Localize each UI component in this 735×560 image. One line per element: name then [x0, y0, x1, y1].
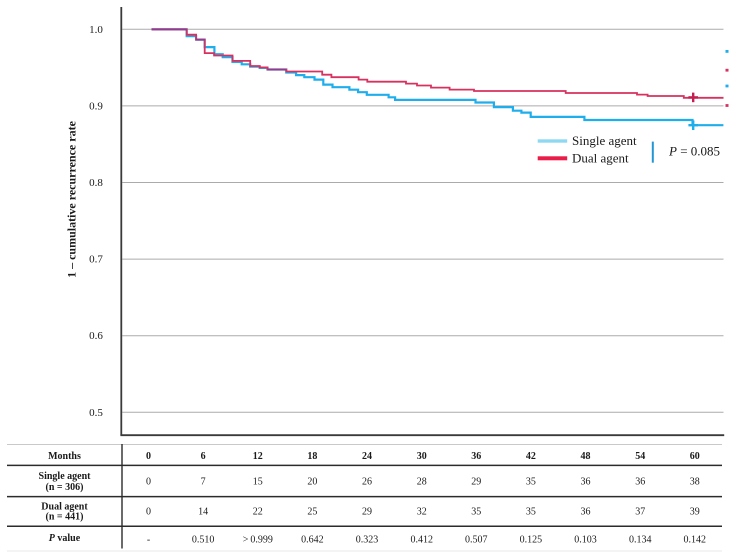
- svg-text:38: 38: [690, 477, 700, 488]
- svg-text:0.323: 0.323: [356, 535, 379, 546]
- svg-text:48: 48: [581, 451, 591, 462]
- svg-text:Single agent: Single agent: [572, 133, 637, 148]
- svg-text:18: 18: [307, 451, 317, 462]
- svg-text:> 0.999: > 0.999: [243, 535, 273, 546]
- svg-text:29: 29: [362, 507, 372, 518]
- svg-text:0.642: 0.642: [301, 535, 324, 546]
- svg-text:0.9: 0.9: [89, 100, 103, 112]
- svg-text:36: 36: [581, 507, 591, 518]
- svg-text:30: 30: [417, 451, 427, 462]
- svg-text:Dual agent: Dual agent: [41, 502, 88, 513]
- svg-text:0.7: 0.7: [89, 254, 103, 266]
- svg-text:28: 28: [417, 477, 427, 488]
- svg-text:0.510: 0.510: [192, 535, 215, 546]
- svg-text:54: 54: [635, 451, 645, 462]
- svg-text:0.412: 0.412: [410, 535, 433, 546]
- svg-text:0: 0: [146, 451, 151, 462]
- svg-text:36: 36: [581, 477, 591, 488]
- svg-text:32: 32: [417, 507, 427, 518]
- svg-text:22: 22: [253, 507, 263, 518]
- svg-text:7: 7: [201, 477, 206, 488]
- svg-text:25: 25: [307, 507, 317, 518]
- svg-text:20: 20: [307, 477, 317, 488]
- svg-text:Single agent: Single agent: [39, 471, 92, 482]
- svg-text:P = 0.085: P = 0.085: [668, 144, 720, 159]
- svg-text:0.5: 0.5: [89, 407, 103, 419]
- svg-text:60: 60: [690, 451, 700, 462]
- svg-text:36: 36: [635, 477, 645, 488]
- svg-text:6: 6: [201, 451, 206, 462]
- svg-text:35: 35: [526, 507, 536, 518]
- svg-text:42: 42: [526, 451, 536, 462]
- svg-text:36: 36: [471, 451, 481, 462]
- svg-text:0.134: 0.134: [629, 535, 652, 546]
- svg-text:15: 15: [253, 477, 263, 488]
- svg-text:0.6: 0.6: [89, 330, 103, 342]
- svg-text:29: 29: [471, 477, 481, 488]
- svg-text:(n = 306): (n = 306): [46, 482, 84, 493]
- svg-text:24: 24: [362, 451, 372, 462]
- svg-text:35: 35: [471, 507, 481, 518]
- svg-text:14: 14: [198, 507, 208, 518]
- svg-text:(n = 441): (n = 441): [46, 512, 84, 523]
- svg-text:37: 37: [635, 507, 645, 518]
- svg-text:0.507: 0.507: [465, 535, 488, 546]
- svg-text:35: 35: [526, 477, 536, 488]
- svg-text:0.125: 0.125: [520, 535, 543, 546]
- svg-text:P value: P value: [49, 533, 81, 544]
- svg-text:-: -: [147, 535, 150, 546]
- svg-text:0: 0: [146, 477, 151, 488]
- svg-text:26: 26: [362, 477, 372, 488]
- svg-text:Dual agent: Dual agent: [572, 150, 629, 165]
- svg-text:0.8: 0.8: [89, 177, 103, 189]
- svg-text:0: 0: [146, 507, 151, 518]
- svg-text:39: 39: [690, 507, 700, 518]
- svg-text:0.142: 0.142: [684, 535, 707, 546]
- svg-text:0.103: 0.103: [574, 535, 597, 546]
- svg-text:1.0: 1.0: [89, 24, 103, 36]
- svg-text:Months: Months: [48, 451, 81, 462]
- svg-text:12: 12: [253, 451, 263, 462]
- svg-text:1 – cumulative recurrence rate: 1 – cumulative recurrence rate: [64, 120, 78, 278]
